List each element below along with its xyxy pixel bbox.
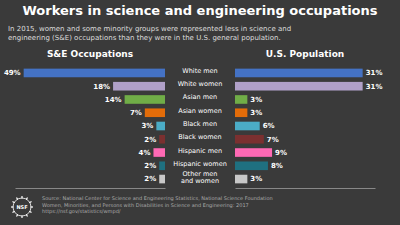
data-label: 2% [144,162,156,170]
data-label: 2% [144,175,156,183]
data-label: 9% [275,149,287,157]
bar [235,135,264,144]
data-label: 3% [141,122,153,130]
data-label: 31% [366,69,383,77]
bar [235,161,268,170]
panel: U.S. Population31%31%3%3%6%7%9%8%3% [235,49,382,183]
data-label: 2% [144,136,156,144]
text-line: In 2015, women and some minority groups … [8,25,291,33]
text-line: Asian women [178,107,222,115]
data-label: 8% [271,162,283,170]
bar [235,175,247,184]
text-line: White women [178,80,223,88]
data-label: 49% [4,69,21,77]
bar [235,82,363,91]
text-line: https://nsf.gov/statistics/wmpd/ [42,208,121,215]
category-label: Hispanic men [178,147,222,155]
bar [235,122,260,131]
bar [24,69,165,78]
text-line: and women [181,177,219,185]
bar [113,82,165,91]
category-label: White women [178,80,223,88]
title: Workers in science and engineering occup… [22,3,377,18]
text-line: White men [182,67,217,75]
panel-header: U.S. Population [266,49,345,59]
panel: S&E Occupations 49% 18% 14% 7% 3% 2% 4% 2% 2% [4,49,165,183]
data-label: 3% [250,109,262,117]
text-line: Black men [183,120,217,128]
bar [235,95,247,104]
x-axis [236,188,376,189]
category-label: Black women [178,133,221,141]
chart: Workers in science and engineering occup… [0,0,400,225]
data-label: 6% [263,122,275,130]
data-label: 31% [366,83,383,91]
bars [235,69,363,184]
data-label: 3% [250,175,262,183]
axis-line [16,188,166,189]
bar [145,108,165,117]
panel-header: S&E Occupations [47,49,133,59]
category-label: Asian men [183,93,217,101]
bars [24,69,165,184]
logo-text: NSF [16,204,27,210]
data-label: 4% [139,149,151,157]
text-line: Hispanic men [178,147,222,155]
bar [159,135,165,144]
category-label: White men [182,67,217,75]
category-label: Asian women [178,107,222,115]
bar [235,148,272,157]
data-label: 18% [93,83,110,91]
bar [156,122,165,131]
subtitle: In 2015, women and some minority groups … [8,25,291,42]
logo: NSF [11,196,33,218]
category-label: Other menand women [181,170,219,185]
data-label: 7% [130,109,142,117]
bar [159,161,165,170]
source-note: Source: National Center for Science and … [42,195,273,215]
text-line: engineering (S&E) occupations than they … [8,34,281,42]
text-line: Asian men [183,93,217,101]
bar [125,95,165,104]
axis-line [236,188,376,189]
bar [159,175,165,184]
logo-ring [13,198,31,216]
data-label: 3% [250,96,262,104]
bar [235,108,247,117]
text-line: Hispanic women [173,160,227,168]
data-label: 14% [105,96,122,104]
bar [153,148,165,157]
x-axis [16,188,166,189]
text-line: Black women [178,133,221,141]
bar [235,69,363,78]
data-label: 7% [267,136,279,144]
category-label: Hispanic women [173,160,227,168]
category-label: Black men [183,120,217,128]
